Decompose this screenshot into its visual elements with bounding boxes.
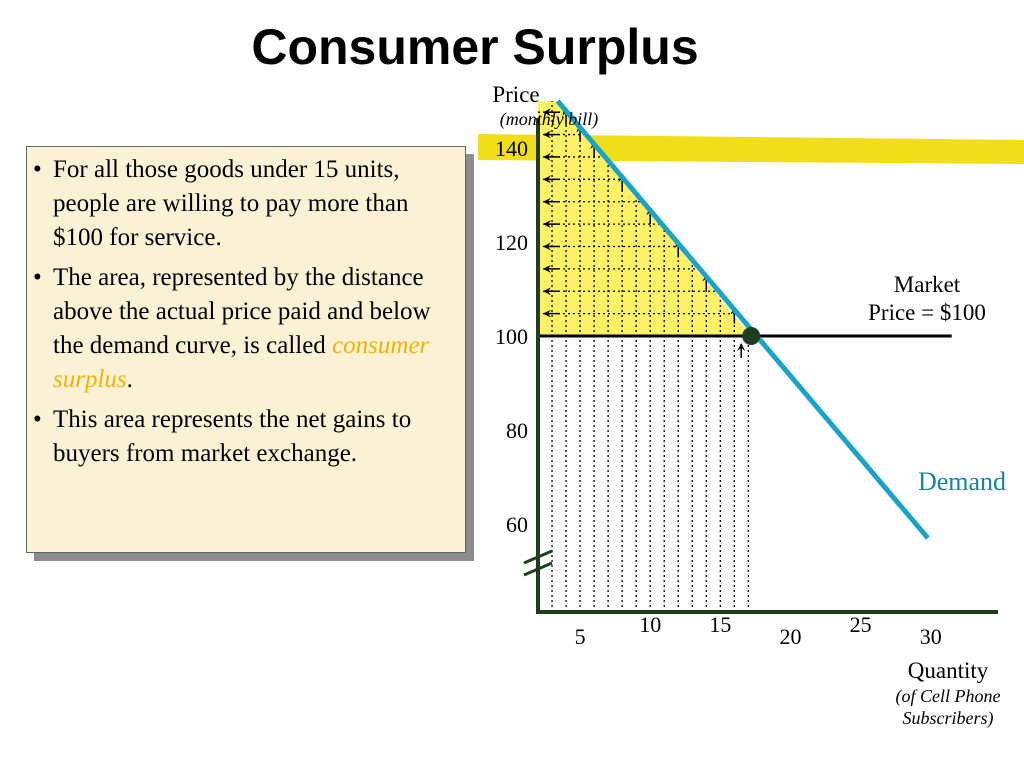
bullet-1-text: For all those goods under 15 units, peop… bbox=[53, 156, 409, 251]
consumer-surplus-area bbox=[538, 101, 752, 336]
x-tick-label: 5 bbox=[575, 624, 586, 649]
x-tick-label: 30 bbox=[920, 624, 942, 649]
x-axis-sublabel-1: (of Cell Phone bbox=[896, 686, 1001, 707]
x-tick-label: 25 bbox=[850, 612, 872, 637]
bullet-3: • This area represents the net gains to … bbox=[33, 403, 455, 471]
y-axis-label: Price bbox=[492, 82, 539, 107]
surplus-arrows bbox=[543, 107, 746, 358]
x-tick-label: 15 bbox=[709, 612, 731, 637]
y-tick-labels: 140 120 100 80 60 bbox=[495, 136, 528, 537]
equilibrium-point bbox=[742, 327, 761, 345]
market-price-label-line1: Market bbox=[894, 272, 961, 297]
x-axis-sublabel-2: Subscribers) bbox=[903, 708, 994, 729]
text-panel: • For all those goods under 15 units, pe… bbox=[26, 146, 466, 553]
demand-label: Demand bbox=[918, 467, 1006, 496]
x-tick-labels: 5 10 15 20 25 30 bbox=[575, 612, 942, 649]
x-tick-label: 10 bbox=[639, 612, 661, 637]
bullet-dot: • bbox=[33, 406, 42, 433]
y-tick-label: 80 bbox=[506, 418, 528, 443]
y-tick-label: 120 bbox=[495, 230, 528, 255]
y-tick-label: 140 bbox=[495, 136, 528, 161]
bullet-2-end: . bbox=[126, 366, 133, 393]
x-axis-label: Quantity bbox=[908, 658, 989, 683]
bullet-dot: • bbox=[33, 264, 42, 291]
bullet-2: • The area, represented by the distance … bbox=[33, 261, 455, 397]
y-tick-label: 60 bbox=[506, 512, 528, 537]
consumer-surplus-term: consumer surplus bbox=[53, 332, 430, 393]
x-tick-label: 20 bbox=[779, 624, 801, 649]
bullet-2-text: The area, represented by the distance ab… bbox=[53, 264, 431, 359]
bullet-3-text: This area represents the net gains to bu… bbox=[53, 406, 412, 467]
bullet-dot: • bbox=[33, 156, 42, 183]
highlight-band bbox=[478, 134, 1024, 164]
axis-break-icon bbox=[523, 549, 553, 577]
slide-title: Consumer Surplus bbox=[251, 19, 699, 75]
market-price-label-line2: Price = $100 bbox=[868, 300, 986, 325]
demand-curve bbox=[555, 99, 930, 540]
y-tick-label: 100 bbox=[495, 324, 528, 349]
bullet-1: • For all those goods under 15 units, pe… bbox=[33, 153, 455, 255]
y-axis-sublabel: (monthly bill) bbox=[500, 109, 598, 130]
